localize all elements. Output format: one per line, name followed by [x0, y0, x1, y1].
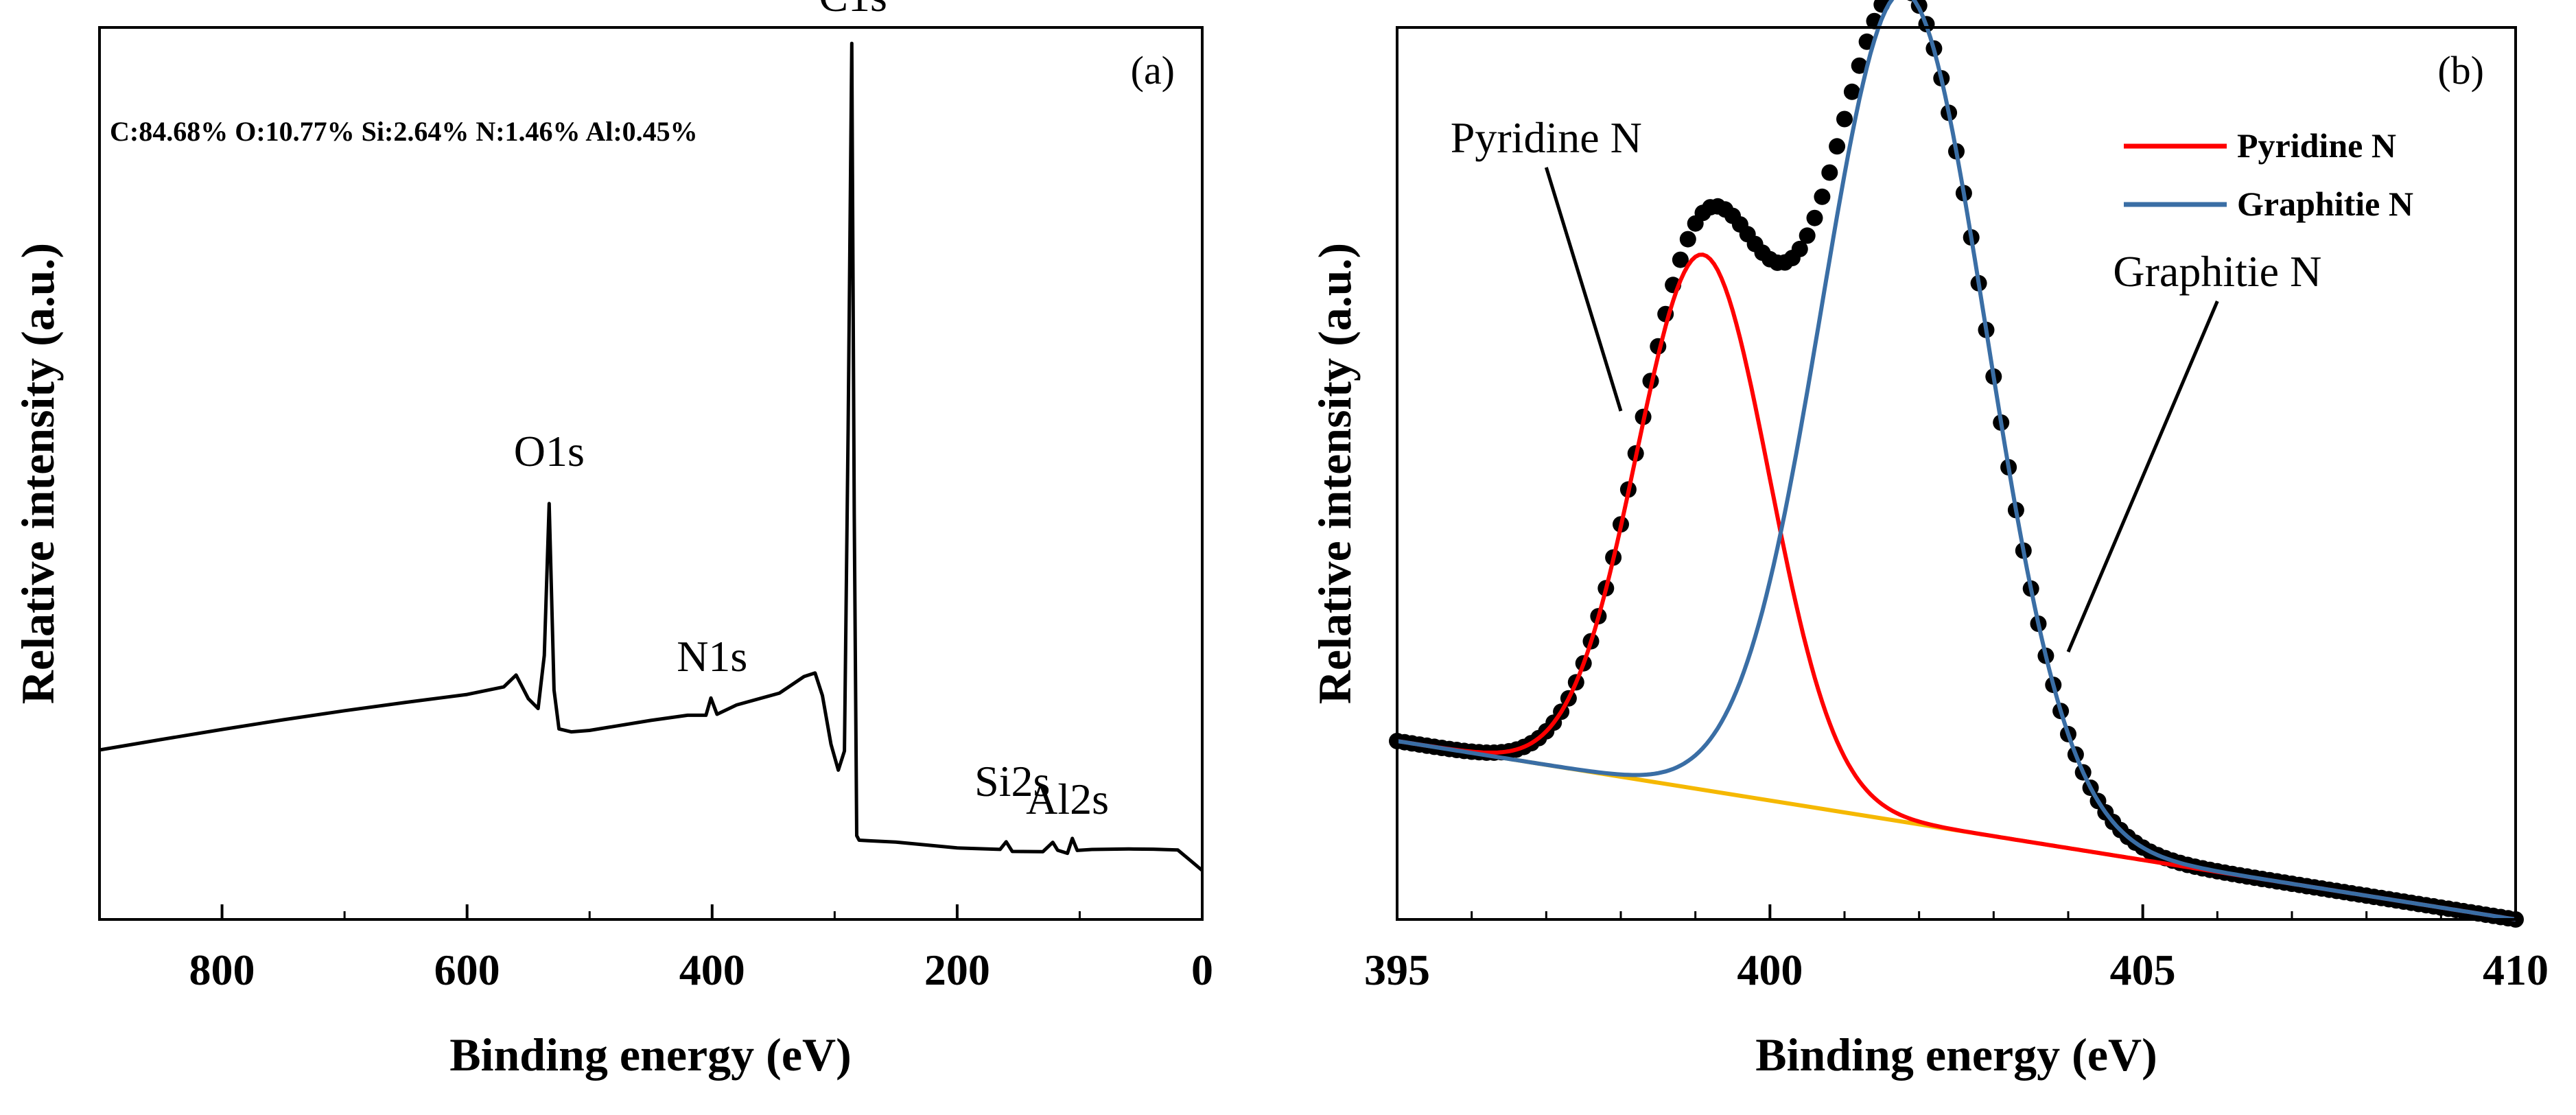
measured-point — [1851, 57, 1868, 74]
annotation-pointer-graphitie-n — [2066, 301, 2219, 653]
peak-label-o1s: O1s — [514, 427, 585, 476]
panel-b-x-tick-label-395: 395 — [1364, 946, 1430, 994]
measured-point — [1829, 138, 1846, 155]
peak-label-al2s: Al2s — [1026, 775, 1109, 823]
measured-point — [1843, 83, 1860, 100]
panel-a-x-axis-title: Binding energy (eV) — [449, 1029, 852, 1081]
annotation-graphitie-n: Graphitie N — [2113, 247, 2321, 296]
peak-label-si2s: Si2s — [974, 757, 1050, 806]
legend-label-graphitie-n: Graphitie N — [2237, 185, 2413, 223]
annotation-pyridine-n: Pyridine N — [1451, 113, 1642, 162]
panel-b: 395 400 405 410 Pyridine N Graphitie N (b) P… — [1309, 0, 2549, 1081]
panel-a-x-tick-label-800: 800 — [189, 946, 255, 994]
panel-b-x-ticks — [1396, 904, 2517, 919]
measured-point — [1814, 188, 1831, 205]
panel-a-y-axis-title: Relative intensity (a.u.) — [12, 243, 64, 704]
peak-label-c1s: C1s — [819, 0, 887, 21]
panel-b-x-tick-label-405: 405 — [2110, 946, 2176, 994]
measured-point — [1672, 251, 1689, 268]
measured-point — [1679, 231, 1696, 248]
measured-point — [1836, 110, 1853, 128]
panel-b-x-tick-label-410: 410 — [2483, 946, 2549, 994]
panel-a-x-tick-label-200: 200 — [924, 946, 990, 994]
panel-b-annotations: Pyridine N Graphitie N — [1451, 113, 2321, 653]
panel-a-survey-line — [99, 41, 1204, 872]
panel-b-plot-frame — [1396, 26, 2517, 921]
panel-a-x-tick-label-600: 600 — [434, 946, 500, 994]
measured-point — [1806, 209, 1823, 226]
panel-b-measured-points — [1389, 0, 2524, 928]
measured-point — [1799, 227, 1816, 244]
panel-a-label: (a) — [1131, 48, 1175, 93]
panel-b-legend: Pyridine N Graphitie N — [2124, 126, 2413, 223]
panel-b-pyridine-n-curve — [1396, 253, 2516, 922]
legend-label-pyridine-n: Pyridine N — [2237, 126, 2396, 165]
panel-a-plot-frame — [98, 26, 1204, 921]
panel-a-x-tick-label-0: 0 — [1191, 946, 1213, 994]
peak-label-n1s: N1s — [677, 632, 747, 681]
measured-point — [1821, 164, 1838, 181]
panel-a-x-tick-labels: 800 600 400 200 0 — [189, 946, 1213, 994]
panel-b-y-axis-title: Relative intensity (a.u.) — [1309, 243, 1361, 704]
panel-a-x-ticks — [98, 904, 1204, 919]
panel-a-x-tick-label-400: 400 — [679, 946, 745, 994]
annotation-pointer-pyridine-n — [1544, 167, 1623, 412]
panel-b-x-tick-label-400: 400 — [1737, 946, 1803, 994]
panel-a-composition: C:84.68% O:10.77% Si:2.64% N:1.46% Al:0.… — [110, 116, 698, 147]
panel-b-label: (b) — [2437, 48, 2484, 93]
panel-b-graphitie-n-curve — [1396, 0, 2516, 922]
measured-point — [1791, 240, 1808, 257]
panel-b-x-tick-labels: 395 400 405 410 — [1364, 946, 2549, 994]
panel-b-x-axis-title: Binding energy (eV) — [1755, 1029, 2157, 1081]
